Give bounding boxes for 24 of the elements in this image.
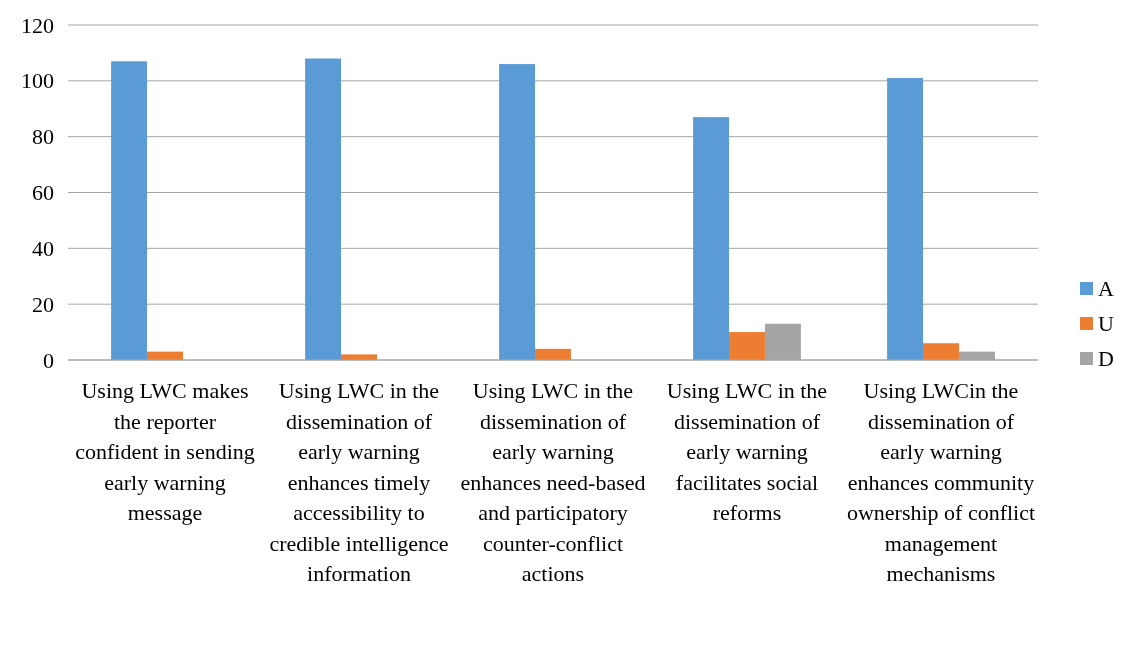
bar <box>499 64 536 360</box>
legend-label: D <box>1098 345 1114 371</box>
y-tick-label: 120 <box>21 12 54 38</box>
x-tick-label: Using LWC makes the reporter confident in sending early warning message <box>75 378 255 525</box>
y-tick-label: 80 <box>32 124 54 150</box>
y-tick-label: 100 <box>21 68 54 94</box>
bar <box>111 61 148 360</box>
bar <box>341 354 377 360</box>
x-tick-label: Using LWCin the dissemination of early warning enhances community ownership of conflict management mechanisms <box>846 378 1036 586</box>
y-tick-label: 60 <box>32 180 54 206</box>
y-tick-label: 0 <box>43 347 54 373</box>
x-tick-label: Using LWC in the dissemination of early warning facilitates social reforms <box>666 378 828 525</box>
legend-label: U <box>1098 310 1114 336</box>
y-tick-label: 40 <box>32 235 54 261</box>
bar <box>693 117 730 360</box>
bar <box>535 348 571 360</box>
bar <box>729 332 765 360</box>
x-tick-label: Using LWC in the dissemination of early warning enhances timely accessibility to credible intelligence information <box>269 378 449 586</box>
bar <box>923 343 959 360</box>
legend-label: A <box>1098 275 1114 301</box>
bar <box>887 78 924 360</box>
bar <box>305 58 342 360</box>
x-tick-label: Using LWC in the dissemination of early warning enhances need-based and participatory counter-conflict actions <box>460 378 646 586</box>
y-tick-label: 20 <box>32 291 54 317</box>
